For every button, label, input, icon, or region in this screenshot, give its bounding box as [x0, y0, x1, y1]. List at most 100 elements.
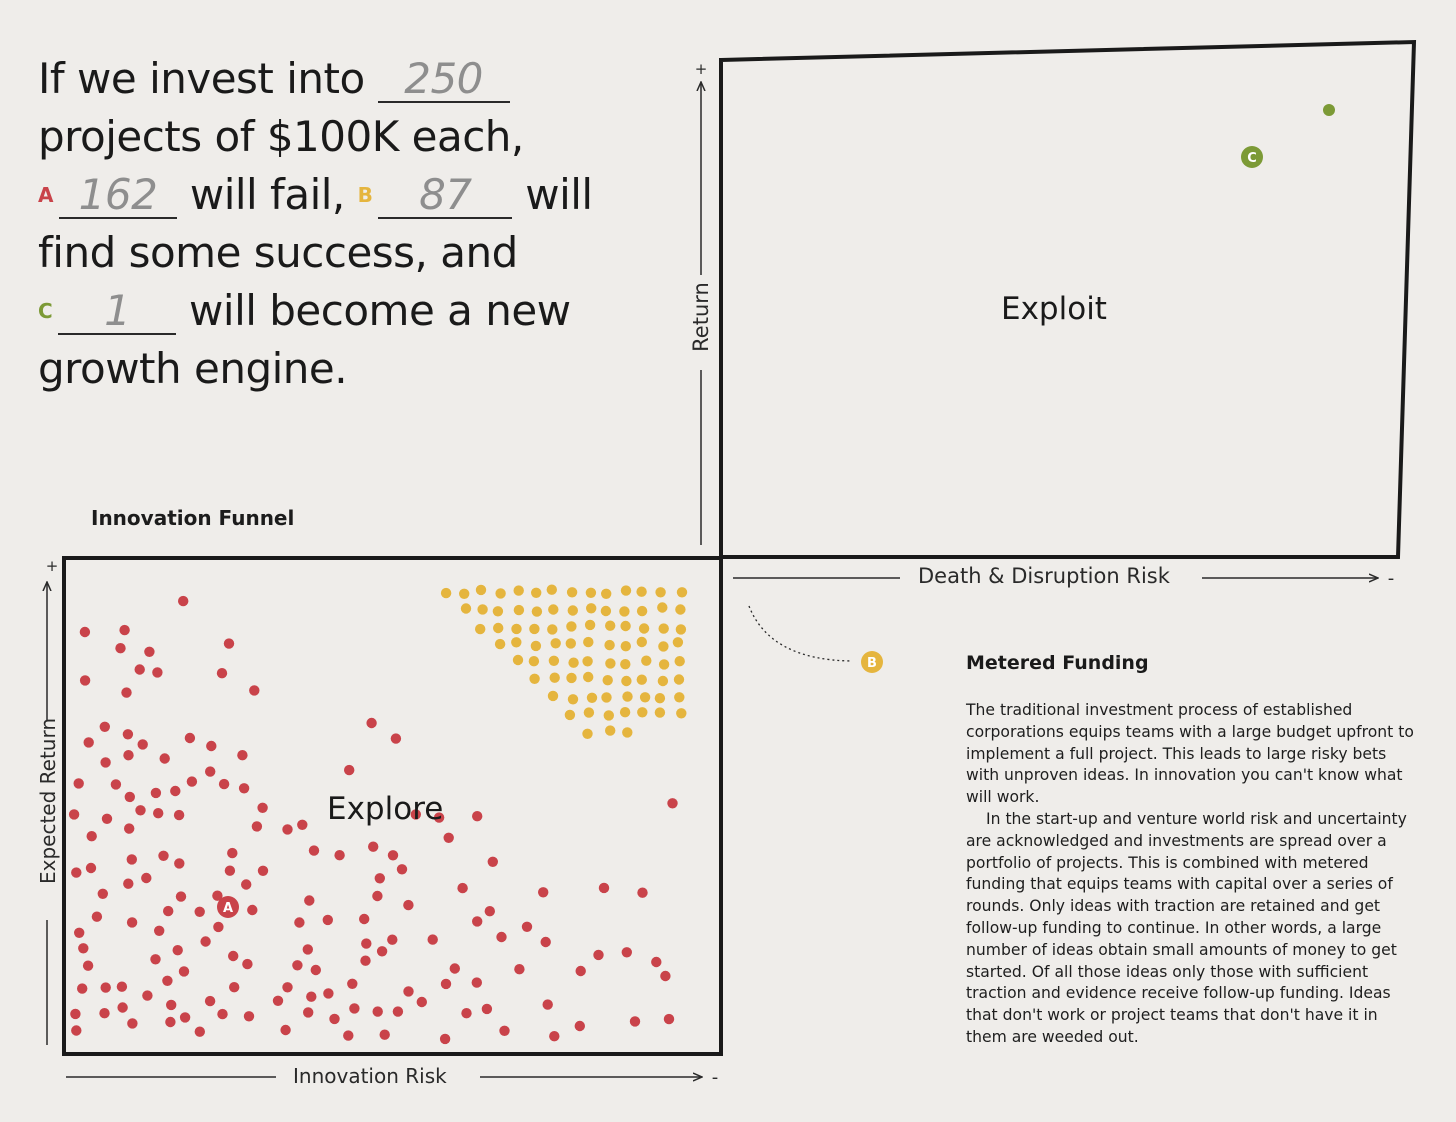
successful-project-dot	[513, 604, 525, 616]
failed-project-dot	[124, 791, 135, 803]
failed-project-dot	[137, 739, 148, 750]
failed-project-dot	[322, 914, 333, 926]
metered-funding-connector	[748, 605, 853, 662]
failed-project-dot	[158, 850, 169, 861]
failed-project-dot	[123, 750, 134, 761]
failed-project-dot	[238, 783, 250, 794]
failed-project-dot	[204, 995, 216, 1007]
successful-project-dot	[513, 585, 524, 596]
successful-project-dot	[567, 605, 578, 616]
successful-project-dot	[604, 639, 615, 651]
failed-project-dot	[82, 960, 94, 971]
failed-project-dot	[294, 917, 305, 928]
successful-project-dot	[636, 605, 648, 617]
failed-project-dot	[496, 931, 507, 943]
intro-statement: If we invest into 250 projects of $100K …	[38, 50, 658, 398]
failed-project-dot	[79, 675, 91, 686]
successful-project-dot	[548, 655, 560, 666]
explore-x-minus-sign: -	[712, 1067, 719, 1088]
failed-project-dot	[471, 977, 482, 988]
failed-project-dot	[217, 1008, 228, 1020]
metered-funding-paragraph-1: The traditional investment process of es…	[966, 701, 1414, 807]
successful-project-dot	[654, 693, 666, 704]
failed-project-dot	[376, 946, 388, 957]
failed-project-dot	[100, 757, 111, 768]
failed-project-dot	[308, 845, 320, 856]
failed-project-dot	[499, 1025, 510, 1037]
successful-project-dot	[586, 603, 597, 614]
successful-project-dot	[582, 728, 593, 739]
return-axis-label: Return	[689, 282, 713, 352]
successful-project-dot	[622, 727, 633, 738]
failed-project-dot	[443, 832, 454, 843]
successful-project-dot	[531, 587, 542, 598]
successful-project-dot	[658, 659, 670, 670]
failed-project-dot	[170, 785, 181, 797]
failed-project-dot	[123, 878, 134, 889]
marker-c-circle	[1241, 146, 1263, 168]
failed-project-dot	[637, 887, 648, 898]
failed-project-dot	[449, 963, 460, 974]
failed-project-dot	[257, 802, 268, 813]
failed-project-dot	[174, 858, 185, 869]
failed-project-dot	[91, 911, 103, 922]
successful-project-dot	[601, 588, 612, 599]
successful-project-dot	[477, 604, 488, 615]
successful-project-dot	[605, 725, 616, 736]
failed-project-dot	[175, 891, 187, 902]
marker-b-label: B	[357, 183, 373, 207]
marker-b-letter: B	[867, 656, 877, 671]
failed-project-dot	[249, 685, 260, 696]
failed-project-dot	[310, 964, 321, 976]
failed-project-dot	[173, 809, 185, 821]
failed-project-dot	[101, 813, 113, 824]
failed-project-dot	[121, 687, 132, 698]
failed-project-dot	[100, 982, 111, 993]
exploit-y-plus-sign: +	[695, 60, 708, 78]
failed-project-dot	[440, 978, 452, 990]
failed-project-dot	[487, 856, 498, 867]
failed-project-dot	[660, 970, 671, 982]
successful-project-dot	[600, 605, 612, 617]
successful-project-dot	[586, 692, 598, 703]
successful-project-dot	[602, 675, 613, 686]
successful-project-dot	[639, 692, 651, 703]
funnel-title: Innovation Funnel	[91, 506, 295, 530]
failed-project-dot	[416, 996, 427, 1008]
successful-project-dot	[529, 673, 540, 684]
failed-project-dot	[347, 978, 358, 989]
failed-project-dot	[247, 904, 258, 916]
failed-project-dot	[372, 890, 383, 902]
successful-project-dot	[675, 604, 686, 615]
failed-projects-dots	[68, 595, 678, 1045]
failed-project-dot	[667, 798, 678, 809]
success-count-blank: 87	[378, 173, 513, 219]
failed-project-dot	[361, 938, 372, 949]
successful-project-dot	[605, 620, 616, 631]
successful-project-dot	[636, 586, 647, 597]
successful-project-dot	[657, 602, 668, 613]
failed-project-dot	[663, 1013, 675, 1025]
failed-project-dot	[359, 913, 370, 925]
failed-project-dot	[329, 1013, 340, 1025]
failed-project-dot	[629, 1016, 641, 1027]
failed-project-dot	[71, 1025, 82, 1036]
fail-count-blank: 162	[58, 173, 177, 219]
marker-c-label: C	[38, 299, 53, 323]
successful-project-dot	[564, 709, 576, 721]
successful-project-dot	[460, 603, 472, 614]
failed-project-dot	[396, 864, 408, 875]
successful-project-dot	[636, 636, 647, 648]
successful-project-dot	[619, 606, 630, 617]
failed-project-dot	[141, 872, 152, 884]
failed-project-dot	[403, 899, 414, 911]
marker-a-letter: A	[223, 901, 233, 916]
failed-project-dot	[303, 1007, 314, 1018]
failed-project-dot	[99, 1008, 110, 1019]
failed-project-dot	[166, 999, 177, 1011]
successful-project-dot	[674, 692, 685, 703]
successful-project-dot	[675, 624, 687, 635]
failed-project-dot	[78, 943, 89, 954]
